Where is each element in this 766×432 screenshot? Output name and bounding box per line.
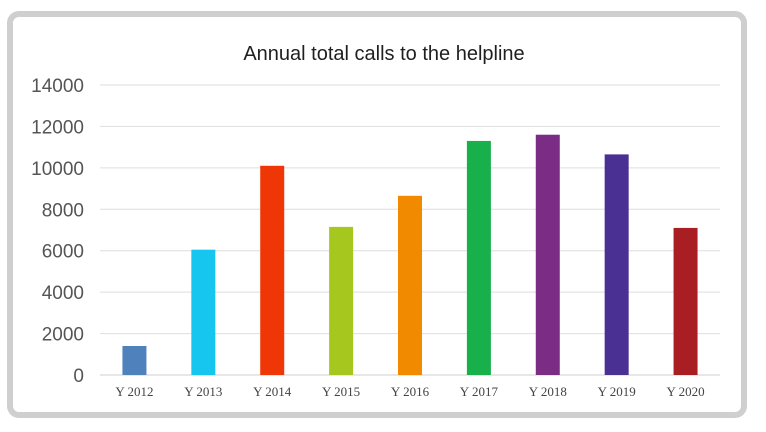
y-tick-label: 4000 — [42, 283, 84, 304]
y-tick-label: 6000 — [42, 242, 84, 263]
bar-y-2016 — [398, 195, 422, 375]
bar-layer — [122, 134, 698, 375]
y-tick-label: 8000 — [42, 200, 84, 221]
chart-title: Annual total calls to the helpline — [243, 43, 524, 65]
bar-y-2018 — [535, 134, 560, 375]
bar-y-2015 — [329, 226, 354, 375]
bar-y-2012 — [122, 346, 147, 375]
bar-y-2020 — [673, 227, 698, 375]
y-tick-label: 14000 — [31, 76, 84, 97]
y-tick-label: 10000 — [31, 159, 84, 180]
y-axis-ticks: 0 2000 4000 6000 8000 10000 12000 14000 — [31, 76, 84, 387]
x-tick-label: Y 2014 — [253, 384, 292, 399]
x-tick-label: Y 2012 — [115, 384, 153, 399]
x-tick-label: Y 2017 — [460, 384, 499, 399]
bar-y-2014 — [260, 165, 285, 375]
bar-y-2017 — [466, 140, 491, 375]
y-tick-label: 2000 — [42, 325, 84, 346]
x-tick-label: Y 2016 — [391, 384, 430, 399]
x-axis-ticks: Y 2012 Y 2013 Y 2014 Y 2015 Y 2016 Y 2017 Y 20… — [115, 384, 704, 399]
y-tick-label: 0 — [73, 366, 84, 387]
x-tick-label: Y 2015 — [322, 384, 360, 399]
y-tick-label: 12000 — [31, 117, 84, 138]
x-tick-label: Y 2019 — [598, 384, 636, 399]
x-tick-label: Y 2020 — [666, 384, 704, 399]
x-tick-label: Y 2018 — [529, 384, 567, 399]
x-tick-label: Y 2013 — [184, 384, 222, 399]
bar-y-2013 — [191, 249, 216, 375]
bar-y-2019 — [604, 154, 629, 375]
